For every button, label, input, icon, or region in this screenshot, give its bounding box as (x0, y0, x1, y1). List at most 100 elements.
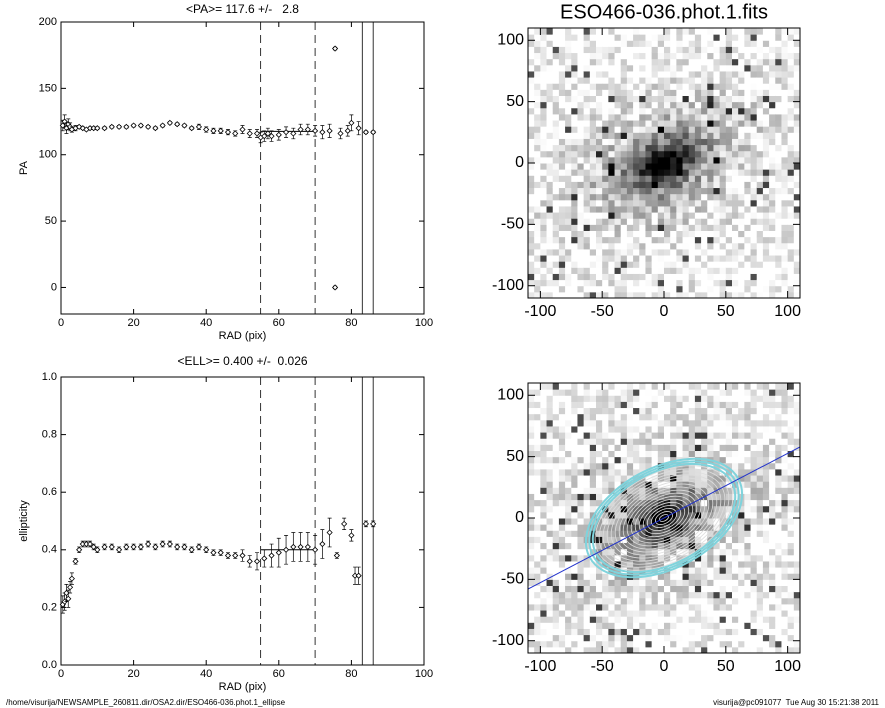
pixel (725, 175, 733, 182)
pixel (725, 261, 733, 268)
pixel (558, 187, 566, 195)
pixel (633, 70, 640, 78)
pixel (725, 634, 733, 642)
pixel (651, 150, 659, 158)
pixel (719, 499, 727, 507)
pixel (596, 610, 603, 617)
pixel (713, 156, 721, 164)
pixel (620, 205, 628, 213)
pixel (583, 77, 591, 84)
pixel (694, 273, 702, 281)
pixel (756, 401, 764, 409)
data-point (290, 130, 297, 137)
pixel (558, 425, 566, 433)
pixel (565, 450, 572, 458)
pixel (713, 181, 721, 189)
pixel (620, 70, 628, 78)
pixel (701, 640, 708, 648)
pixel (756, 419, 764, 427)
pixel (688, 524, 696, 531)
pixel (528, 230, 535, 238)
pixel (577, 542, 585, 550)
pixel (664, 579, 671, 586)
pixel (558, 524, 566, 531)
pixel (762, 548, 770, 556)
pixel (657, 628, 665, 636)
pixel (676, 255, 684, 262)
pixel (528, 199, 535, 207)
pixel (744, 395, 752, 402)
pixel (744, 567, 752, 574)
pixel (602, 46, 609, 54)
pixel (528, 548, 535, 556)
pixel (694, 407, 702, 415)
pixel (756, 524, 764, 531)
pixel (694, 413, 702, 421)
pixel (707, 444, 714, 451)
pixel (664, 646, 671, 653)
y-tick-label: 0.0 (42, 659, 57, 671)
pixel (701, 126, 708, 133)
pixel (707, 187, 714, 195)
pixel (793, 58, 800, 66)
pixel (534, 101, 541, 109)
pixel (756, 389, 764, 396)
pixel (639, 413, 646, 421)
pixel (602, 138, 609, 146)
pixel (676, 438, 684, 445)
pixel (565, 413, 572, 421)
pixel (744, 487, 752, 494)
pixel (546, 28, 554, 35)
pixel (620, 193, 628, 201)
pixel (762, 70, 770, 78)
pixel (676, 603, 684, 611)
pixel (769, 64, 776, 72)
pixel (602, 126, 609, 133)
pixel (540, 493, 548, 501)
pixel (528, 524, 535, 531)
pixel (769, 542, 776, 550)
pixel (707, 70, 714, 78)
pixel (633, 487, 640, 494)
pixel (694, 475, 702, 482)
pixel (540, 610, 548, 617)
pixel (558, 505, 566, 513)
pixel (701, 438, 708, 445)
pixel (750, 628, 758, 636)
pixel (738, 52, 745, 60)
pixel (614, 622, 622, 629)
pixel (645, 113, 653, 121)
data-point (101, 125, 108, 132)
pixel (608, 261, 616, 268)
pixel (670, 181, 677, 189)
pixel (787, 138, 795, 146)
pixel (738, 205, 745, 213)
pixel (620, 107, 628, 115)
pixel (528, 58, 535, 66)
pixel (756, 634, 764, 642)
pixel (651, 622, 659, 629)
data-point (181, 543, 188, 550)
pixel (558, 120, 566, 127)
pixel (719, 34, 727, 41)
pixel (750, 70, 758, 78)
pixel (769, 95, 776, 103)
pixel (793, 255, 800, 262)
pixel (577, 285, 585, 293)
pixel (577, 505, 585, 513)
pixel (565, 83, 572, 90)
pixel (713, 481, 721, 488)
pixel (583, 64, 591, 72)
pixel (651, 230, 659, 238)
pixel (589, 475, 597, 482)
pixel (793, 261, 800, 268)
pixel (719, 291, 727, 298)
pixel (528, 138, 535, 146)
pixel (738, 181, 745, 189)
pixel (694, 279, 702, 287)
pixel (546, 95, 554, 103)
pixel (719, 560, 727, 568)
pixel (657, 444, 665, 451)
pixel (528, 212, 535, 219)
pixel (577, 193, 585, 201)
